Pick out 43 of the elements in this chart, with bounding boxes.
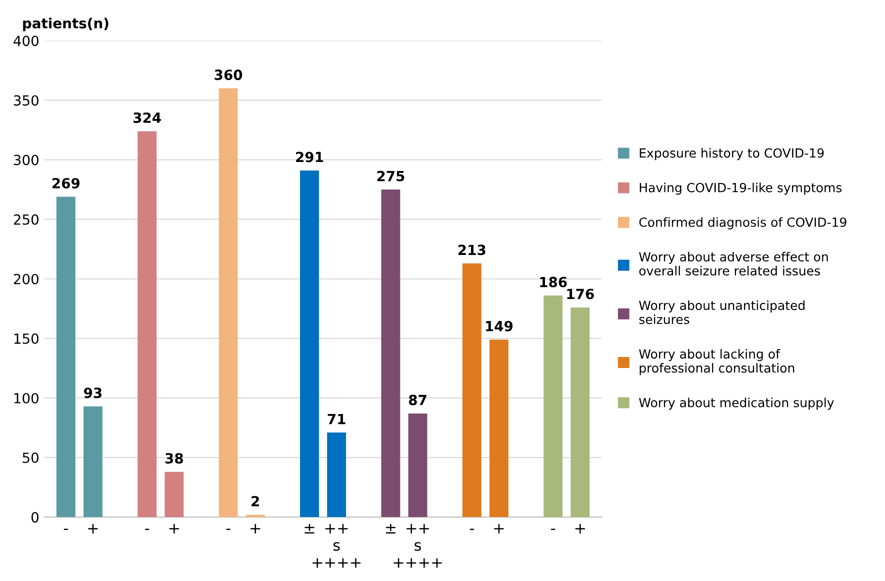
x-tick-label: ± bbox=[304, 524, 314, 534]
x-tick-label: ± bbox=[386, 524, 396, 534]
data-label: 213 bbox=[458, 244, 486, 256]
legend-label: Having COVID-19-like symptoms bbox=[640, 182, 842, 195]
legend-label: Exposure history to COVID-19 bbox=[640, 148, 824, 160]
legend-label: Confirmed diagnosis of COVID-19 bbox=[639, 217, 846, 230]
x-tick-label: + bbox=[494, 524, 504, 534]
y-tick-label: 200 bbox=[14, 274, 38, 284]
x-tick-label: + bbox=[250, 524, 260, 534]
x-tick-label: - bbox=[226, 528, 230, 530]
data-label: 87 bbox=[408, 394, 426, 406]
data-label: 275 bbox=[377, 170, 404, 182]
legend-label: Worry about medication supply bbox=[639, 398, 834, 410]
data-label: 324 bbox=[134, 112, 161, 123]
y-tick-label: 350 bbox=[14, 95, 38, 106]
x-tick-label: + bbox=[88, 524, 98, 534]
x-tick-label: - bbox=[64, 528, 68, 530]
data-label: 269 bbox=[52, 178, 80, 188]
y-tick-label: 300 bbox=[14, 154, 38, 166]
data-label: 2 bbox=[252, 496, 259, 506]
legend-label: Worry about adverse effect on overall seizure related issues bbox=[639, 252, 828, 276]
legend-label: Worry about lacking of professional consultation bbox=[639, 349, 794, 376]
data-label: 291 bbox=[296, 152, 324, 162]
data-label: 360 bbox=[214, 70, 242, 80]
data-label: 176 bbox=[567, 288, 594, 300]
y-tick-label: 50 bbox=[22, 452, 38, 464]
legend-label: Worry about unanticipated seizures bbox=[639, 300, 804, 324]
data-label: 93 bbox=[84, 388, 102, 398]
data-label: 38 bbox=[165, 453, 183, 464]
y-axis-title: patients(n) bbox=[23, 18, 108, 32]
y-tick-label: 400 bbox=[14, 36, 38, 46]
data-label: 149 bbox=[486, 320, 513, 332]
x-tick-label: - bbox=[551, 528, 556, 530]
data-label: 186 bbox=[540, 276, 567, 288]
y-tick-label: 0 bbox=[31, 512, 38, 523]
y-tick-label: 250 bbox=[14, 214, 38, 225]
x-tick-label: + bbox=[169, 524, 179, 534]
y-tick-label: 150 bbox=[14, 333, 38, 344]
x-tick-label: + bbox=[575, 524, 585, 534]
x-tick-label: - bbox=[470, 528, 474, 530]
data-label: 71 bbox=[328, 414, 346, 424]
x-tick-label: - bbox=[145, 528, 150, 530]
y-tick-label: 100 bbox=[14, 392, 38, 404]
